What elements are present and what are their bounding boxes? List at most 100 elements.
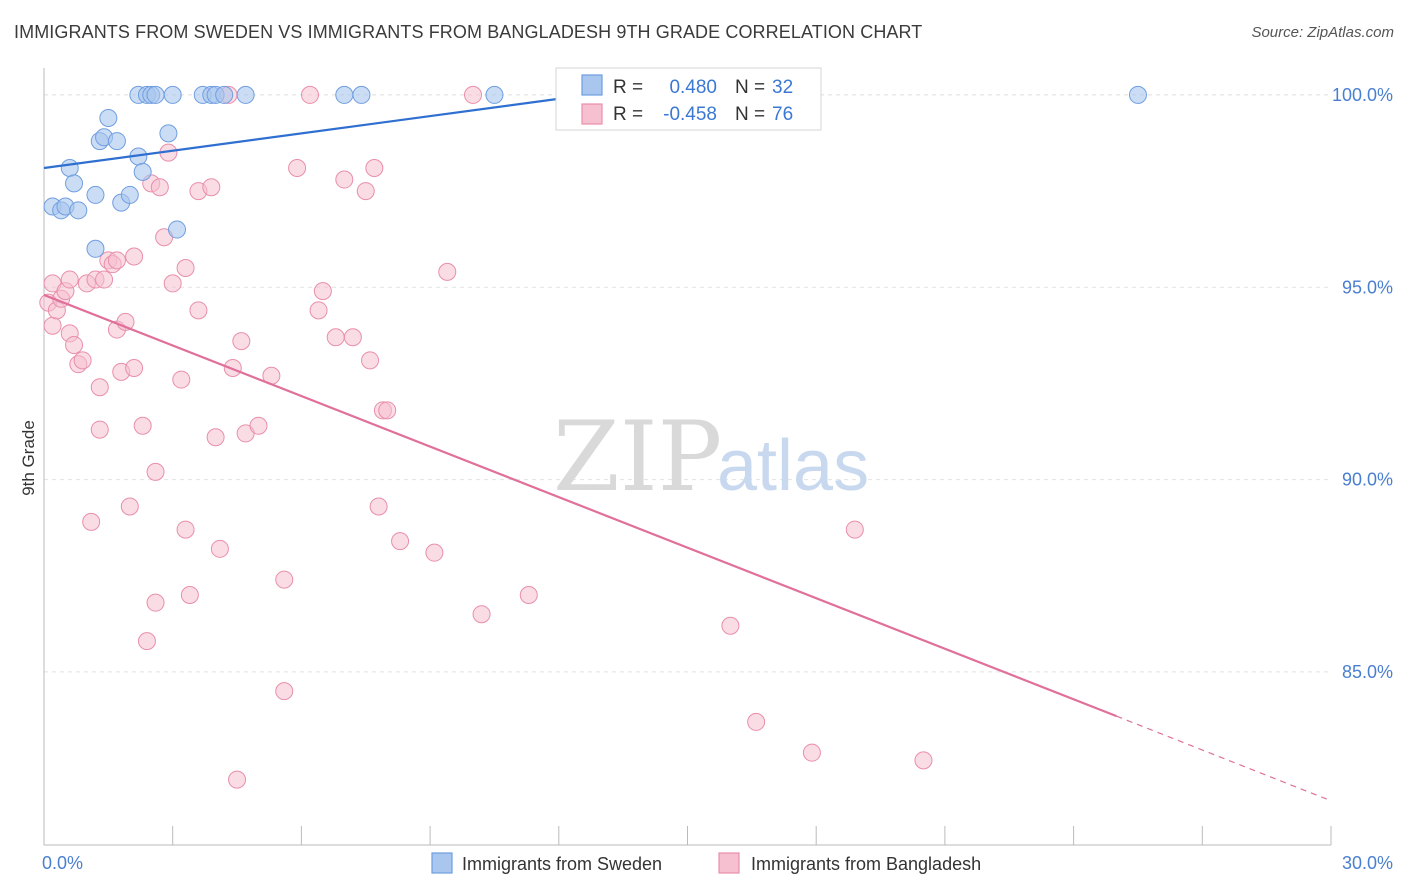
data-point-bangladesh: [90, 420, 109, 439]
data-point-bangladesh: [172, 370, 191, 389]
data-point-bangladesh: [146, 462, 165, 481]
watermark-atlas: atlas: [717, 426, 869, 506]
trend-line-sweden: [43, 91, 602, 170]
stats-r-label-sweden: R =: [613, 77, 643, 98]
data-point-sweden: [335, 85, 354, 104]
data-point-sweden: [163, 85, 182, 104]
data-point-bangladesh: [369, 497, 388, 516]
data-point-bangladesh: [82, 512, 101, 531]
trend-lines: [43, 91, 1332, 802]
data-point-sweden: [159, 124, 178, 143]
data-point-sweden: [352, 85, 371, 104]
data-point-bangladesh: [391, 532, 410, 551]
data-point-bangladesh: [120, 497, 139, 516]
data-point-bangladesh: [176, 259, 195, 278]
data-point-bangladesh: [249, 416, 268, 435]
y-tick-label: 95.0%: [1342, 277, 1393, 297]
stats-box: R = 0.480 N = 32 R = -0.458 N = 76: [555, 67, 822, 131]
data-point-bangladesh: [343, 328, 362, 347]
y-tick-label: 85.0%: [1342, 662, 1393, 682]
data-point-bangladesh: [210, 539, 229, 558]
data-point-sweden: [60, 159, 79, 178]
data-point-bangladesh: [206, 428, 225, 447]
legend-label-bangladesh: Immigrants from Bangladesh: [751, 854, 981, 874]
data-point-bangladesh: [425, 543, 444, 562]
stats-swatch-bangladesh: [581, 103, 603, 125]
data-point-bangladesh: [275, 682, 294, 701]
y-tick-label: 100.0%: [1332, 85, 1393, 105]
stats-r-value-sweden: 0.480: [669, 77, 717, 98]
data-point-bangladesh: [163, 274, 182, 293]
watermark: ZIP atlas: [553, 401, 869, 513]
data-point-sweden: [86, 185, 105, 204]
trend-line-bangladesh-extension: [1116, 715, 1332, 802]
y-tick-labels: 85.0% 90.0% 95.0% 100.0%: [1332, 85, 1393, 682]
data-point-sweden: [215, 85, 234, 104]
sweden-points: [43, 85, 1147, 258]
data-point-sweden: [107, 132, 126, 151]
data-point-bangladesh: [335, 170, 354, 189]
data-point-sweden: [236, 85, 255, 104]
data-point-bangladesh: [309, 301, 328, 320]
y-tick-label: 90.0%: [1342, 470, 1393, 490]
stats-n-label-bangladesh: N =: [735, 104, 765, 125]
stats-n-value-bangladesh: 76: [772, 104, 793, 125]
data-point-bangladesh: [180, 585, 199, 604]
data-point-bangladesh: [519, 585, 538, 604]
data-point-bangladesh: [365, 159, 384, 178]
stats-r-label-bangladesh: R =: [613, 104, 643, 125]
data-point-bangladesh: [107, 251, 126, 270]
data-point-bangladesh: [232, 332, 251, 351]
data-point-sweden: [1128, 85, 1147, 104]
data-point-bangladesh: [202, 178, 221, 197]
y-axis-title: 9th Grade: [19, 420, 38, 496]
data-point-sweden: [485, 85, 504, 104]
grid-lines: [44, 94, 1331, 673]
data-point-sweden: [69, 201, 88, 220]
x-ticks: [172, 826, 1332, 845]
data-point-sweden: [167, 220, 186, 239]
chart-title: IMMIGRANTS FROM SWEDEN VS IMMIGRANTS FRO…: [14, 22, 923, 42]
data-point-bangladesh: [43, 316, 62, 335]
data-point-bangladesh: [125, 247, 144, 266]
data-point-bangladesh: [721, 616, 740, 635]
legend: Immigrants from Sweden Immigrants from B…: [431, 852, 981, 874]
data-point-bangladesh: [73, 351, 92, 370]
stats-n-value-sweden: 32: [772, 77, 793, 98]
data-point-sweden: [65, 174, 84, 193]
data-point-bangladesh: [125, 359, 144, 378]
data-point-sweden: [133, 162, 152, 181]
data-point-sweden: [146, 85, 165, 104]
data-point-bangladesh: [90, 378, 109, 397]
data-point-sweden: [99, 109, 118, 128]
data-point-sweden: [86, 239, 105, 258]
data-point-bangladesh: [356, 182, 375, 201]
legend-swatch-bangladesh: [718, 852, 740, 874]
data-point-bangladesh: [150, 178, 169, 197]
data-point-bangladesh: [378, 401, 397, 420]
data-point-bangladesh: [914, 751, 933, 770]
data-point-bangladesh: [472, 605, 491, 624]
data-point-bangladesh: [845, 520, 864, 539]
data-point-bangladesh: [60, 270, 79, 289]
source-label: Source: ZipAtlas.com: [1251, 24, 1394, 41]
data-point-bangladesh: [189, 301, 208, 320]
data-point-bangladesh: [95, 270, 114, 289]
stats-swatch-sweden: [581, 74, 603, 96]
data-point-bangladesh: [228, 770, 247, 789]
trend-line-bangladesh: [43, 293, 1117, 718]
data-point-bangladesh: [65, 335, 84, 354]
stats-n-label-sweden: N =: [735, 77, 765, 98]
legend-swatch-sweden: [431, 852, 453, 874]
x-tick-label-max: 30.0%: [1342, 853, 1393, 873]
data-point-bangladesh: [133, 416, 152, 435]
data-point-sweden: [120, 185, 139, 204]
data-point-bangladesh: [137, 632, 156, 651]
data-point-bangladesh: [313, 282, 332, 301]
stats-r-value-bangladesh: -0.458: [663, 104, 717, 125]
data-point-bangladesh: [176, 520, 195, 539]
data-point-bangladesh: [275, 570, 294, 589]
data-point-bangladesh: [326, 328, 345, 347]
data-point-bangladesh: [438, 262, 457, 281]
